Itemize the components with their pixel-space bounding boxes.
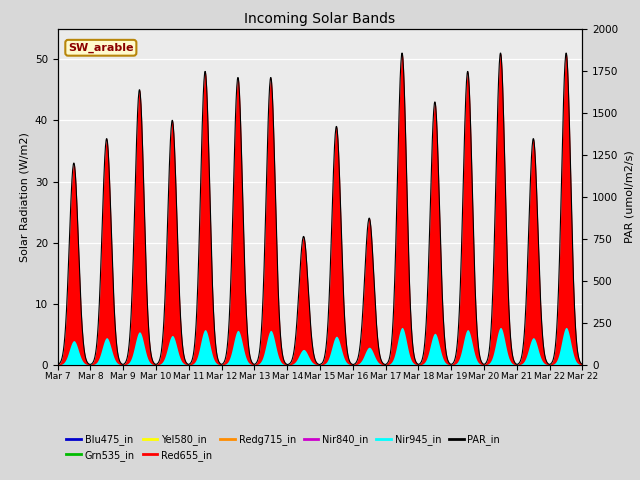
Text: SW_arable: SW_arable	[68, 43, 134, 53]
Legend: Blu475_in, Grn535_in, Yel580_in, Red655_in, Redg715_in, Nir840_in, Nir945_in, PA: Blu475_in, Grn535_in, Yel580_in, Red655_…	[63, 430, 504, 465]
Title: Incoming Solar Bands: Incoming Solar Bands	[244, 12, 396, 26]
Y-axis label: PAR (umol/m2/s): PAR (umol/m2/s)	[624, 150, 634, 243]
Y-axis label: Solar Radiation (W/m2): Solar Radiation (W/m2)	[19, 132, 29, 262]
